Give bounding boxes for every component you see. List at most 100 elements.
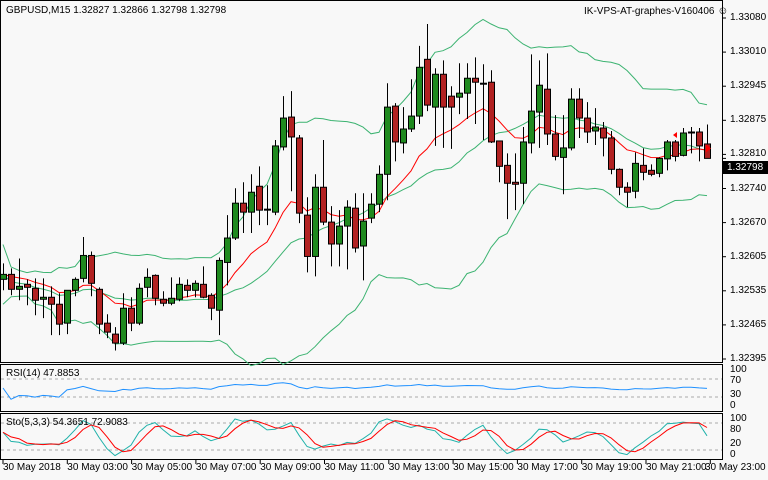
bear-candle xyxy=(32,287,39,301)
rsi-label: RSI(14) 47.8853 xyxy=(6,368,80,379)
bull-candle xyxy=(688,131,695,134)
time-axis-label: 30 May 19:00 xyxy=(581,462,643,473)
rsi-line xyxy=(2,382,708,400)
bear-candle xyxy=(576,98,583,119)
trade-arrow-icon xyxy=(673,131,677,138)
bull-candle xyxy=(408,115,415,130)
time-axis-label: 30 May 09:00 xyxy=(260,462,321,473)
price-axis-label: 1.32395 xyxy=(730,353,767,364)
bull-candle xyxy=(416,66,423,117)
bull-candle xyxy=(16,285,23,290)
rsi-level-70: 70 xyxy=(730,375,742,386)
bull-candle xyxy=(264,208,271,211)
bull-candle xyxy=(176,283,183,300)
price-axis-label: 1.32535 xyxy=(730,284,767,296)
bear-candle xyxy=(672,141,679,157)
bear-candle xyxy=(616,168,623,188)
expert-label: IK-VPS-AT-graphes-V160406 ☺ xyxy=(584,5,728,18)
bear-candle xyxy=(648,169,655,175)
bear-candle xyxy=(552,133,559,157)
stoch-label: Sto(5,3,3) 54.3651 72.9083 xyxy=(6,417,128,428)
time-axis-label: 30 May 07:00 xyxy=(195,462,257,473)
price-axis-label: 1.32945 xyxy=(730,80,767,92)
bull-candle xyxy=(592,126,599,132)
bull-candle xyxy=(272,145,279,213)
stoch-level-100: 100 xyxy=(730,413,747,424)
bear-candle xyxy=(488,81,495,143)
bear-candle xyxy=(696,131,703,147)
bear-candle xyxy=(8,273,15,290)
bear-candle xyxy=(504,164,511,184)
bull-candle xyxy=(0,273,7,280)
time-axis-label: 30 May 21:00 xyxy=(646,462,707,473)
bull-candle xyxy=(568,98,575,149)
bull-candle xyxy=(432,73,439,108)
bull-candle xyxy=(280,117,287,148)
bear-candle xyxy=(392,105,399,143)
bear-candle xyxy=(88,254,95,284)
smiley-icon[interactable]: ☺ xyxy=(717,5,729,17)
bull-candle xyxy=(80,254,87,279)
bear-candle xyxy=(624,186,631,193)
bear-candle xyxy=(320,186,327,223)
bear-candle xyxy=(544,88,551,135)
bear-candle xyxy=(56,303,63,325)
bull-candle xyxy=(40,296,47,300)
bear-candle xyxy=(496,140,503,167)
bear-candle xyxy=(160,298,167,304)
bull-candle xyxy=(120,307,127,344)
bull-candle xyxy=(312,186,319,257)
bull-candle xyxy=(376,173,383,205)
bear-candle xyxy=(424,58,431,106)
bull-candle xyxy=(144,276,151,288)
rsi-panel-frame xyxy=(0,364,723,412)
time-axis-label: 30 May 17:00 xyxy=(517,462,578,473)
time-axis-label: 30 May 23:00 xyxy=(705,462,766,473)
bollinger-upper-line xyxy=(2,18,708,274)
bull-candle xyxy=(400,128,407,144)
bull-candle xyxy=(192,282,199,291)
price-axis-label: 1.32670 xyxy=(730,216,767,228)
bull-candle xyxy=(248,191,255,213)
bull-candle xyxy=(232,202,239,239)
bear-candle xyxy=(304,214,311,257)
rsi-level-100: 100 xyxy=(730,364,747,375)
bull-candle xyxy=(680,132,687,156)
bull-candle xyxy=(528,110,535,144)
bull-candle xyxy=(536,84,543,113)
bear-candle xyxy=(608,137,615,170)
stoch-level-80: 80 xyxy=(730,424,742,435)
stoch-level-0: 0 xyxy=(730,449,736,460)
time-axis-label: 30 May 03:00 xyxy=(67,462,128,473)
bull-candle xyxy=(664,141,671,160)
price-axis-label: 1.33080 xyxy=(730,12,767,23)
bull-candle xyxy=(368,203,375,219)
bear-candle xyxy=(448,95,455,108)
time-axis-label: 30 May 05:00 xyxy=(131,462,193,473)
bull-candle xyxy=(72,278,79,291)
current-price-label: 1.32798 xyxy=(723,161,768,174)
rsi-level-30: 30 xyxy=(730,389,742,400)
bear-candle xyxy=(512,181,519,185)
bear-candle xyxy=(184,284,191,291)
time-axis-label: 30 May 11:00 xyxy=(324,462,385,473)
bull-candle xyxy=(656,157,663,174)
bear-candle xyxy=(640,164,647,173)
bull-candle xyxy=(344,206,351,227)
time-axis-label: 30 May 2018 xyxy=(3,462,61,473)
stoch-panel-frame xyxy=(0,413,723,460)
bollinger-lower-line xyxy=(2,183,708,367)
bull-candle xyxy=(456,92,463,98)
bull-candle xyxy=(560,147,567,158)
expert-name: IK-VPS-AT-graphes-V160406 xyxy=(584,6,715,17)
bear-candle xyxy=(200,283,207,298)
bear-candle xyxy=(472,77,479,83)
bear-candle xyxy=(152,274,159,299)
time-axis-label: 30 May 15:00 xyxy=(453,462,514,473)
main-panel-frame xyxy=(0,0,723,363)
bull-candle xyxy=(464,77,471,94)
bull-candle xyxy=(336,225,343,245)
price-axis-label: 1.32875 xyxy=(730,114,767,126)
bear-candle xyxy=(104,322,111,333)
